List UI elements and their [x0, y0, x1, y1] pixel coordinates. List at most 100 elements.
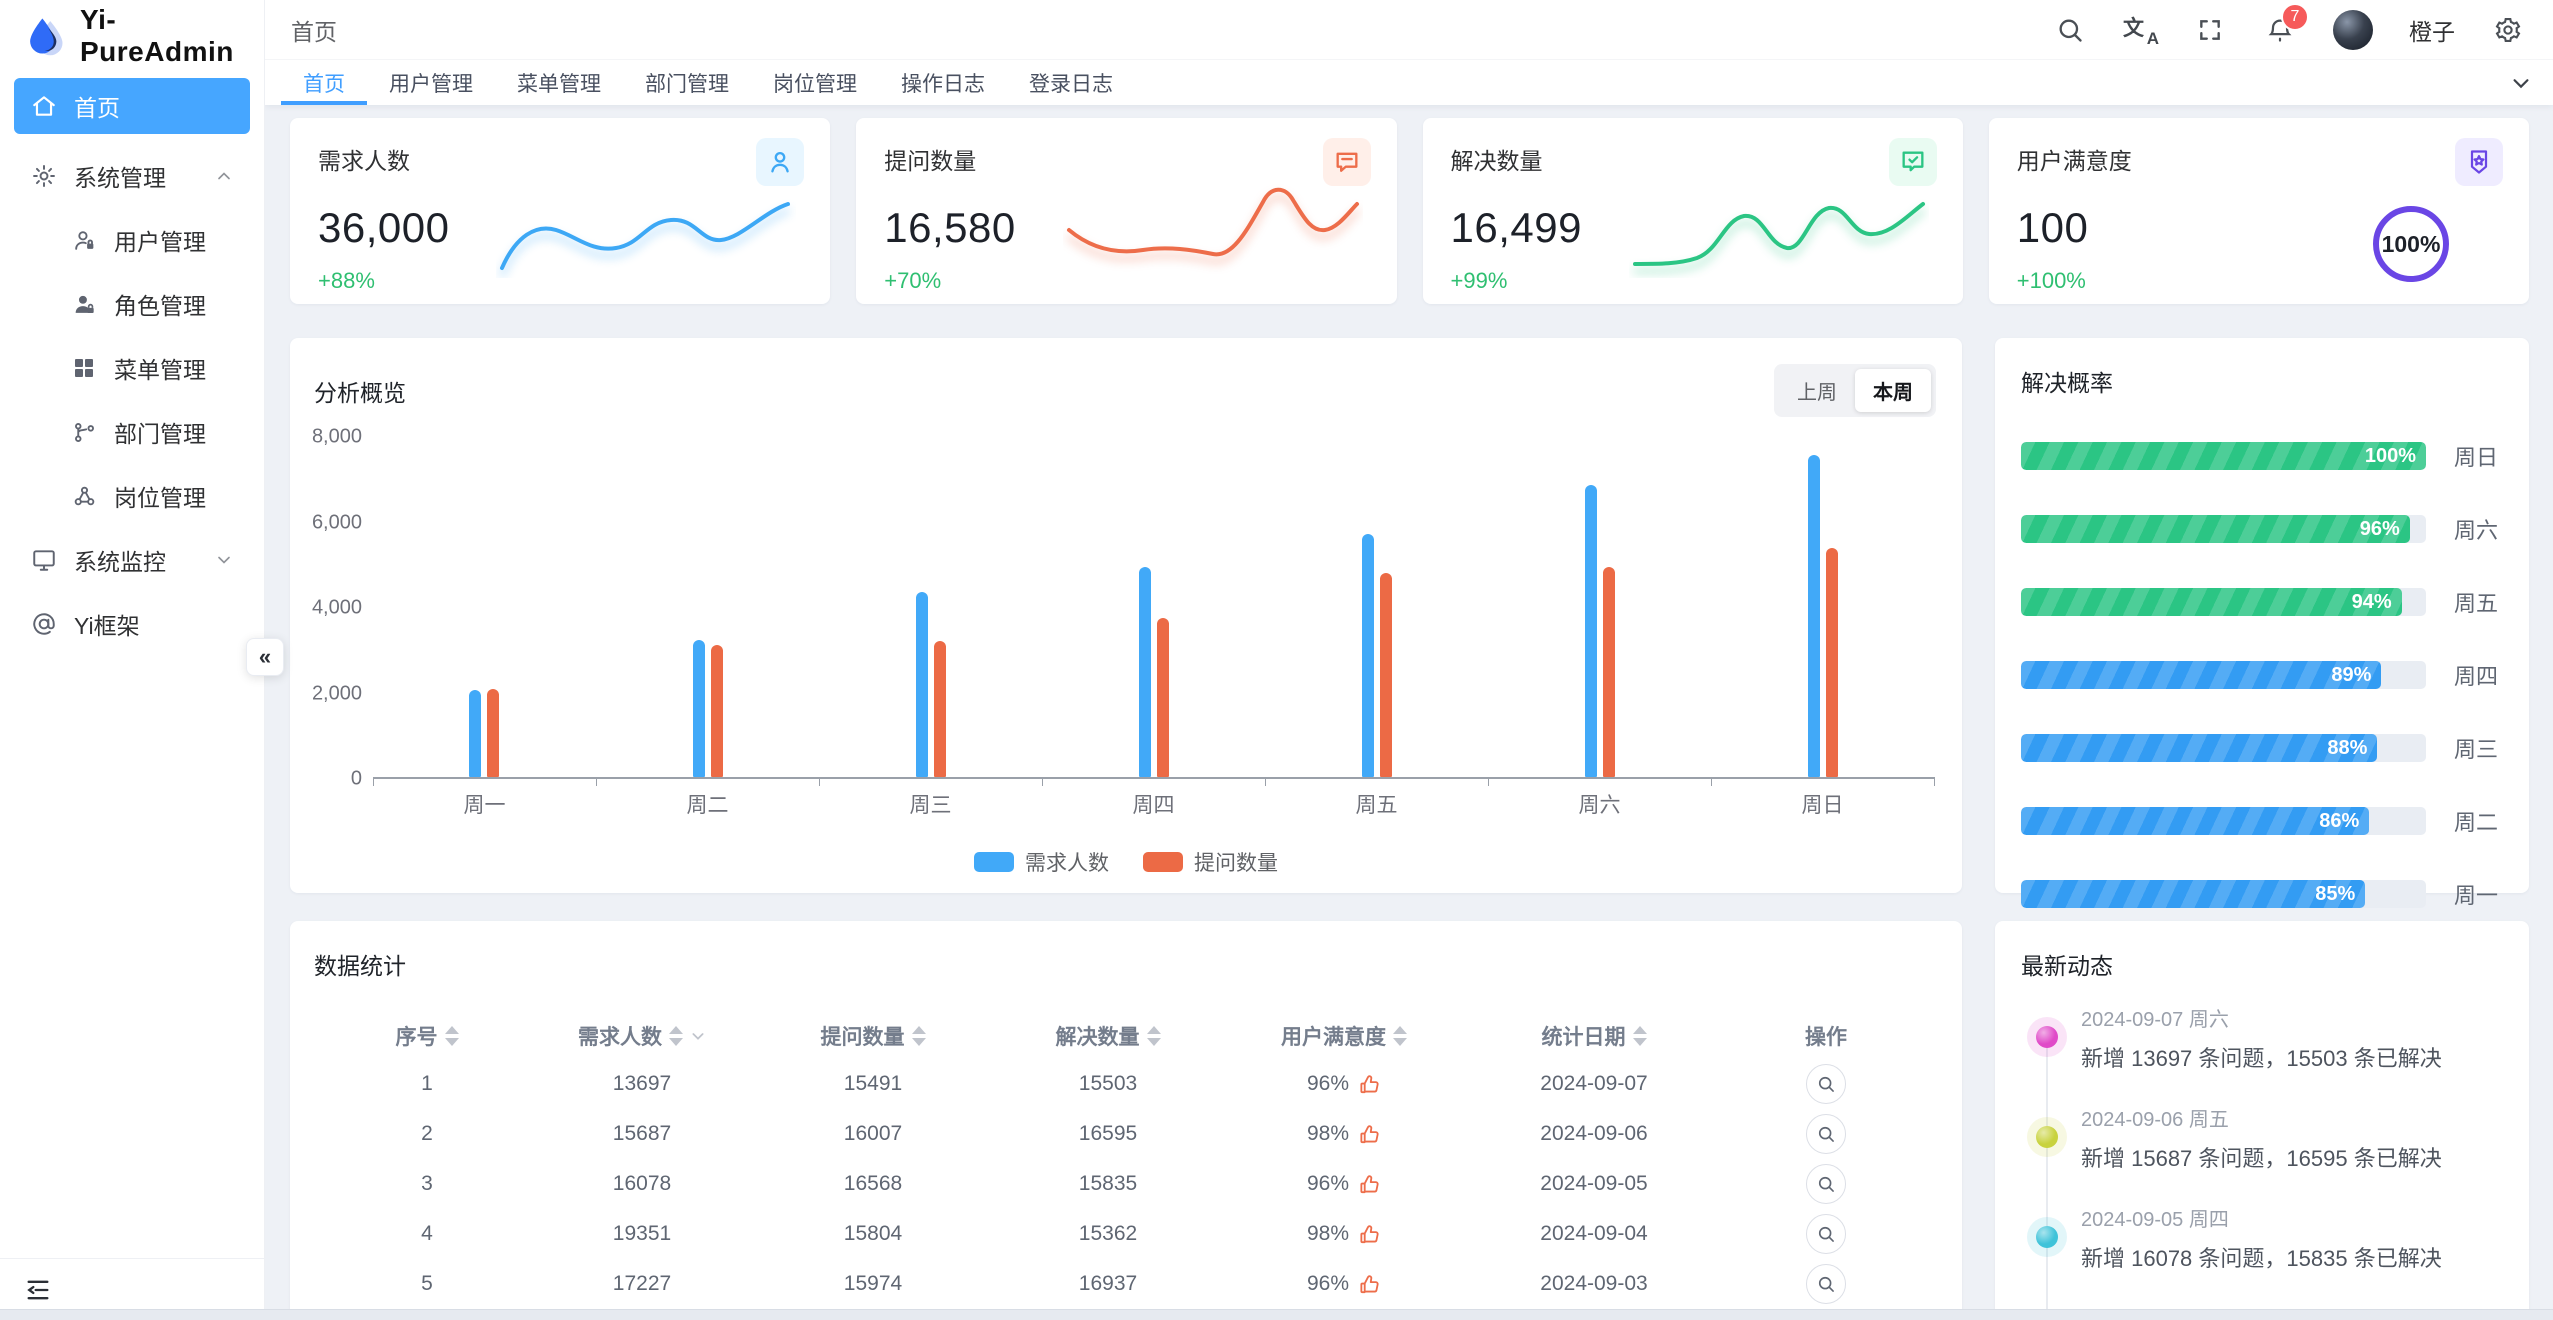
- column-label: 需求人数: [578, 1026, 662, 1049]
- column-header-解决数量[interactable]: 解决数量: [1002, 1021, 1214, 1051]
- sidebar-item-departments[interactable]: 部门管理: [14, 404, 250, 460]
- progress-value: 96%: [2359, 517, 2400, 540]
- bar-需求人数-周五: [1361, 533, 1374, 777]
- tab-2[interactable]: 用户管理: [389, 72, 473, 96]
- username[interactable]: 橙子: [2409, 18, 2455, 45]
- sidebar-item-system-monitor[interactable]: 系统监控: [14, 532, 250, 588]
- tab-1[interactable]: 首页: [281, 60, 367, 105]
- sort-carets-icon[interactable]: [1632, 1026, 1647, 1046]
- satisfaction-value: 96%: [1306, 1072, 1350, 1095]
- solve-rate-row-周三: 88% 周三: [2021, 732, 2503, 764]
- x-axis-label-周二: 周二: [686, 794, 729, 817]
- satisfaction-ring: 100%: [2373, 206, 2449, 282]
- solve-rate-card: 解决概率 100% 周日 96% 周六 94% 周五 89% 周四 88% 周三 86% 周二 85% 周…: [1995, 338, 2529, 908]
- sort-asc-icon: [1393, 1026, 1407, 1034]
- sidebar-item-users[interactable]: 用户管理: [14, 212, 250, 268]
- view-detail-button[interactable]: [1806, 1164, 1846, 1204]
- stat-delta: +99%: [1450, 268, 1508, 293]
- thumbs-up-icon: [1358, 1173, 1381, 1196]
- bar-需求人数-周六: [1584, 485, 1597, 777]
- timeline-text: 新增 13697 条问题，15503 条已解决: [2081, 1046, 2442, 1071]
- horizontal-scrollbar[interactable]: [0, 1309, 2553, 1320]
- timeline-text: 新增 15687 条问题，16595 条已解决: [2081, 1146, 2442, 1171]
- this-week-button[interactable]: 本周: [1855, 369, 1931, 412]
- legend-item-需求人数[interactable]: 需求人数: [974, 847, 1109, 877]
- table-body: 1 13697 15491 15503 96% 2024-09-07 2 15687 16007…: [314, 1059, 1938, 1320]
- sort-carets-icon[interactable]: [669, 1026, 683, 1046]
- filter-chevron-icon[interactable]: [690, 1028, 706, 1044]
- tab-6[interactable]: 操作日志: [901, 72, 985, 96]
- notification-badge: 7: [2281, 2, 2309, 31]
- fullscreen-icon[interactable]: [2193, 13, 2227, 47]
- tab-4[interactable]: 部门管理: [645, 72, 729, 96]
- sort-asc-icon: [1632, 1026, 1647, 1034]
- logo-drop-icon: [24, 15, 66, 57]
- sort-carets-icon[interactable]: [911, 1026, 926, 1046]
- y-axis-label-4000: 4,000: [311, 596, 362, 619]
- view-detail-button[interactable]: [1806, 1264, 1846, 1304]
- view-detail-button[interactable]: [1806, 1064, 1846, 1104]
- role-user-icon: [70, 290, 98, 318]
- column-header-统计日期[interactable]: 统计日期: [1474, 1021, 1714, 1051]
- sidebar-item-system-management[interactable]: 系统管理: [14, 148, 250, 204]
- cell-actions: [1714, 1214, 1938, 1254]
- settings-gear-icon[interactable]: [2491, 13, 2525, 47]
- home-icon: [30, 92, 58, 120]
- logo[interactable]: Yi-PureAdmin: [0, 0, 264, 72]
- column-header-用户满意度[interactable]: 用户满意度: [1214, 1021, 1474, 1051]
- tab-5[interactable]: 岗位管理: [773, 72, 857, 96]
- cell-date: 2024-09-03: [1540, 1272, 1648, 1295]
- sidebar-item-yi-framework[interactable]: Yi框架: [14, 596, 250, 652]
- progress-fill: 96%: [2021, 515, 2410, 543]
- message-check-icon: [1888, 138, 1937, 186]
- bell-icon[interactable]: 7: [2263, 2, 2309, 47]
- column-header-序号[interactable]: 序号: [314, 1021, 540, 1051]
- monitor-icon: [30, 546, 58, 574]
- view-detail-button[interactable]: [1806, 1114, 1846, 1154]
- table-row: 1 13697 15491 15503 96% 2024-09-07: [314, 1059, 1938, 1109]
- progress-day-label: 周四: [2454, 664, 2499, 689]
- column-label: 用户满意度: [1281, 1026, 1386, 1049]
- sidebar-item-roles[interactable]: 角色管理: [14, 276, 250, 332]
- progress-value: 86%: [2319, 809, 2360, 832]
- tab-7[interactable]: 登录日志: [1029, 72, 1113, 96]
- column-header-提问数量[interactable]: 提问数量: [744, 1021, 1002, 1051]
- sort-desc-icon: [444, 1038, 459, 1046]
- sidebar-item-positions[interactable]: 岗位管理: [14, 468, 250, 524]
- stat-card-satisfaction: 用户满意度 100 +100% 100%: [1988, 118, 2529, 304]
- stat-card-solved: 解决数量 16,499 +99%: [1422, 118, 1963, 304]
- column-header-需求人数[interactable]: 需求人数: [540, 1021, 744, 1051]
- chart-legend: 需求人数 提问数量: [290, 847, 1962, 877]
- y-axis-label-6000: 6,000: [311, 511, 362, 533]
- legend-item-提问数量[interactable]: 提问数量: [1143, 847, 1278, 877]
- column-label: 统计日期: [1541, 1026, 1626, 1049]
- sidebar-item-home[interactable]: 首页: [14, 78, 250, 134]
- sort-carets-icon[interactable]: [444, 1026, 459, 1046]
- avatar[interactable]: [2333, 9, 2373, 50]
- sidebar-collapse-icon[interactable]: [24, 1276, 52, 1304]
- last-week-button[interactable]: 上周: [1797, 382, 1837, 404]
- sidebar-item-label: 部门管理: [114, 421, 206, 447]
- solve-rate-row-周五: 94% 周五: [2021, 586, 2503, 618]
- sort-desc-icon: [1393, 1038, 1407, 1046]
- column-header-操作[interactable]: 操作: [1714, 1021, 1938, 1051]
- sidebar-item-menus[interactable]: 菜单管理: [14, 340, 250, 396]
- sort-carets-icon[interactable]: [1146, 1026, 1161, 1046]
- sort-carets-icon[interactable]: [1393, 1026, 1407, 1046]
- timeline-dot: [2036, 1026, 2058, 1048]
- week-toggle: 上周 本周: [1774, 364, 1936, 417]
- solve-rate-list: 100% 周日 96% 周六 94% 周五 89% 周四 88% 周三 86% 周二 85% 周一: [2021, 440, 2503, 910]
- cell-index: 5: [421, 1272, 433, 1295]
- x-axis-tick: [373, 777, 374, 786]
- cell-date: 2024-09-05: [1540, 1172, 1648, 1195]
- sidebar-collapse-fab[interactable]: «: [246, 638, 284, 676]
- progress-fill: 100%: [2021, 442, 2426, 470]
- tabs-dropdown[interactable]: [2489, 60, 2553, 105]
- gear-icon: [30, 162, 58, 190]
- sidebar-submenu-system: 用户管理 角色管理 菜单管理 部门管理: [14, 212, 250, 524]
- search-icon[interactable]: [2053, 13, 2087, 47]
- timeline-title: 最新动态: [2021, 953, 2113, 979]
- tab-3[interactable]: 菜单管理: [517, 72, 601, 96]
- view-detail-button[interactable]: [1806, 1214, 1846, 1254]
